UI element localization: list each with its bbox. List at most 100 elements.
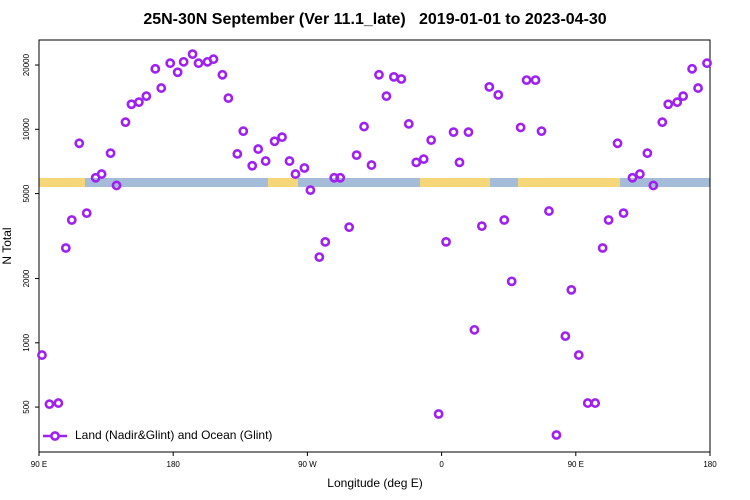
point — [305, 185, 316, 196]
point — [388, 71, 399, 82]
point — [60, 243, 71, 253]
legend-label: Land (Nadir&Glint) and Ocean (Glint) — [75, 428, 272, 442]
point — [223, 93, 234, 104]
point — [560, 331, 571, 342]
point — [603, 215, 614, 225]
point — [678, 91, 689, 102]
point — [314, 252, 325, 263]
point — [506, 276, 517, 287]
point — [120, 117, 131, 128]
point — [642, 148, 653, 159]
point — [344, 222, 355, 233]
point — [320, 236, 331, 247]
point — [612, 138, 623, 149]
point — [493, 89, 504, 100]
chart-title: 25N-30N September (Ver 11.1_late) 2019-0… — [143, 11, 606, 28]
x-axis-label: Longitude (deg E) — [327, 476, 422, 490]
point — [411, 157, 422, 168]
y-tick-label: 10000 — [22, 118, 31, 141]
point — [150, 63, 161, 74]
x-tick-label: 180 — [167, 460, 181, 469]
point — [441, 236, 451, 247]
point — [37, 350, 47, 360]
point — [536, 126, 547, 137]
point — [499, 215, 510, 225]
point — [74, 138, 85, 149]
point — [663, 99, 674, 110]
point — [530, 75, 541, 86]
point — [232, 149, 243, 159]
point — [597, 243, 608, 253]
point — [403, 119, 414, 129]
point — [81, 208, 92, 219]
point — [374, 69, 384, 80]
point — [469, 324, 480, 335]
x-tick-label: 180 — [703, 460, 717, 469]
x-tick-label: 90 W — [298, 460, 317, 469]
point — [253, 144, 264, 154]
point — [126, 99, 137, 110]
y-tick-label: 2000 — [22, 269, 31, 287]
point — [521, 75, 532, 86]
y-tick-label: 20000 — [22, 53, 31, 76]
point — [269, 136, 280, 147]
point — [366, 160, 377, 170]
y-tick-label: 5000 — [22, 184, 31, 202]
point — [627, 172, 638, 183]
point — [351, 150, 362, 161]
point — [463, 127, 474, 138]
point — [105, 148, 116, 159]
point — [687, 63, 698, 74]
point — [426, 135, 437, 146]
point — [44, 399, 55, 410]
x-tick-label: 90 E — [568, 460, 584, 469]
legend-swatch-point — [50, 431, 60, 441]
x-tick-label: 90 E — [31, 460, 47, 469]
point — [284, 156, 295, 166]
point — [476, 221, 487, 232]
point — [247, 160, 258, 171]
point — [618, 208, 629, 219]
point — [573, 350, 584, 360]
point — [277, 132, 287, 143]
point — [335, 172, 346, 183]
point — [566, 284, 577, 295]
point — [111, 180, 122, 191]
point — [53, 398, 64, 408]
point — [672, 97, 683, 108]
point — [433, 409, 444, 419]
point — [418, 154, 429, 165]
land-ocean-strip — [39, 178, 710, 187]
point — [156, 83, 167, 93]
point — [635, 169, 645, 179]
point — [66, 215, 77, 225]
x-tick-label: 0 — [439, 460, 444, 469]
point — [260, 156, 271, 166]
point — [484, 81, 495, 92]
point — [454, 157, 465, 168]
point — [693, 83, 703, 93]
y-tick-label: 500 — [22, 400, 31, 414]
plot-frame — [38, 39, 711, 453]
point — [193, 58, 204, 69]
point — [648, 180, 659, 191]
point — [178, 56, 189, 67]
point — [551, 430, 562, 440]
point — [141, 91, 152, 102]
point — [208, 54, 219, 65]
point — [515, 122, 526, 133]
point — [657, 117, 668, 128]
point — [702, 58, 712, 69]
point — [299, 163, 310, 173]
point — [448, 127, 459, 138]
point — [134, 97, 144, 108]
point — [544, 206, 554, 216]
y-axis-label: N Total — [0, 227, 14, 264]
point — [217, 69, 228, 80]
point — [172, 67, 183, 78]
point — [396, 74, 407, 84]
point — [165, 58, 176, 69]
y-tick-label: 1000 — [22, 333, 31, 351]
point — [359, 121, 369, 132]
point — [290, 169, 301, 179]
